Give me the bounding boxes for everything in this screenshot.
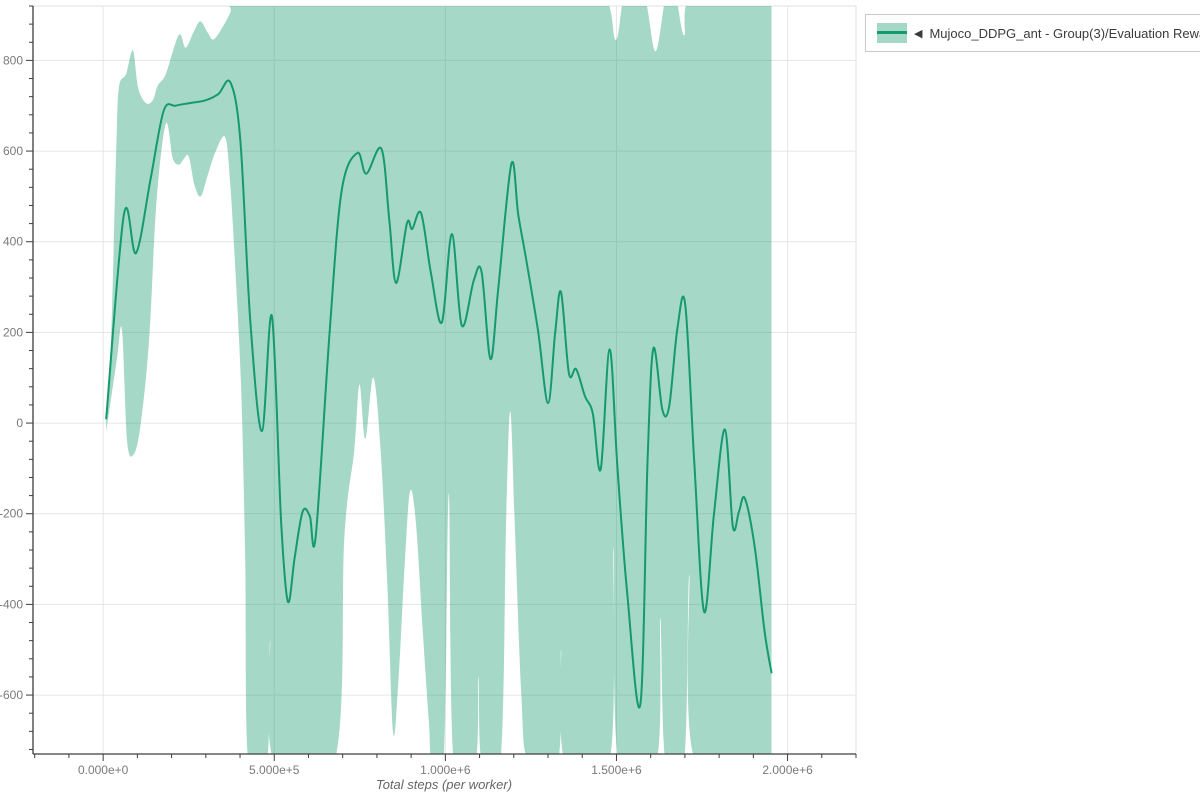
x-tick-label: 2.000e+6 [762,763,813,777]
legend[interactable]: ◀ Mujoco_DDPG_ant - Group(3)/Evaluation … [865,14,1200,52]
mean-reward-line[interactable] [105,79,773,709]
x-tick-label: 1.000e+6 [420,763,471,777]
y-tick-label: 200 [3,325,23,339]
y-tick-label: 600 [3,144,23,158]
line-swatch [877,31,907,34]
x-tick-label: 1.500e+6 [591,763,642,777]
legend-collapse-icon[interactable]: ◀ [914,27,923,40]
y-tick-label: 800 [3,53,23,67]
x-axis-title: Total steps (per worker) [376,777,512,792]
x-tick-label: 5.000e+5 [249,763,300,777]
y-tick-label: 400 [3,235,23,249]
plot-area[interactable]: 0.000e+0 5.000e+5 1.000e+6 1.500e+6 2.000e+6… [0,0,857,784]
x-tick-label: 0.000e+0 [78,763,129,777]
minmax-band [106,6,772,754]
legend-series-label[interactable]: Mujoco_DDPG_ant - Group(3)/Evaluation Re… [929,25,1200,41]
series-swatch-icon [877,23,907,43]
y-tick-label: -200 [0,507,23,521]
y-tick-label: -600 [0,688,23,702]
y-tick-label: 0 [16,416,23,430]
y-tick-label: -400 [0,597,23,611]
